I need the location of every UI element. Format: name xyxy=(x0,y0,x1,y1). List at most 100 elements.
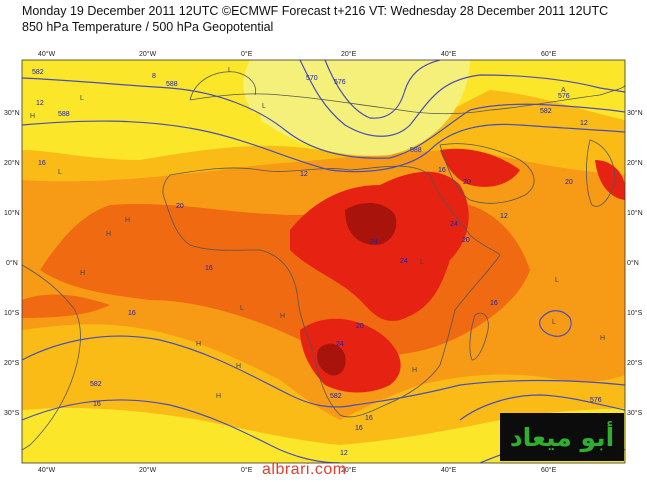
centre-marker-h-f: H xyxy=(216,393,221,400)
lat-label-left-10s: 10°S xyxy=(4,309,20,317)
centre-marker-h-b: H xyxy=(125,217,130,224)
geopotential-contour-588 xyxy=(22,120,625,173)
temp-label-12: 12 xyxy=(36,100,44,107)
contour-label-576-c: 576 xyxy=(590,397,602,404)
geopotential-contour-588-south xyxy=(22,335,625,408)
temp-band-8-12-atlantic xyxy=(22,93,262,134)
centre-marker-h-g: H xyxy=(280,313,285,320)
lat-label-right-10n: 10°N xyxy=(627,209,643,217)
centre-marker-l-d: L xyxy=(240,305,244,312)
lat-label-left-20n: 20°N xyxy=(4,159,20,167)
coast-europe xyxy=(189,84,625,115)
centre-marker-l-h: L xyxy=(420,259,424,266)
watermark-link[interactable]: albrari.com xyxy=(262,461,347,478)
temp-band-24-28-east-africa xyxy=(290,171,469,321)
lat-label-left-30n: 30°N xyxy=(4,109,20,117)
temp-band-gt28-south xyxy=(317,343,346,376)
temp-label-12-b: 12 xyxy=(300,171,308,178)
centre-marker-l-b: L xyxy=(228,67,232,74)
temp-label-24-d: 24 xyxy=(336,341,344,348)
centre-marker-h-d: H xyxy=(80,270,85,277)
forecast-subtitle: 850 hPa Temperature / 500 hPa Geopotenti… xyxy=(22,20,274,34)
contour-label-570: 570 xyxy=(306,75,318,82)
temp-band-gt28-core xyxy=(345,203,397,245)
temp-label-16-d: 16 xyxy=(128,310,136,317)
contour-label-588: 588 xyxy=(58,111,70,118)
temp-label-24: 24 xyxy=(370,239,378,246)
temp-label-24-c: 24 xyxy=(400,258,408,265)
temp-label-16: 16 xyxy=(38,160,46,167)
centre-marker-h-j: H xyxy=(600,335,605,342)
temp-label-16-c: 16 xyxy=(205,265,213,272)
contour-label-576: 576 xyxy=(334,79,346,86)
centre-marker-l-c: L xyxy=(58,169,62,176)
geopotential-contour-570 xyxy=(324,60,441,119)
temp-label-16-e: 16 xyxy=(490,300,498,307)
temp-label-16-g: 16 xyxy=(355,425,363,432)
geopotential-contour-588-closed xyxy=(539,310,572,337)
centre-marker-l-e: L xyxy=(262,103,266,110)
lat-label-left-0n: 0°N xyxy=(6,259,18,267)
lon-label-bottom-20e: 20°E xyxy=(341,466,357,474)
lon-label-top-60e: 60°E xyxy=(541,50,557,58)
temp-label-16-h: 16 xyxy=(365,415,373,422)
temp-band-24-28-arabia xyxy=(440,148,520,187)
forecast-title: Monday 19 December 2011 12UTC ©ECMWF For… xyxy=(22,4,609,18)
centre-marker-l: L xyxy=(80,95,84,102)
centre-marker-h-c: H xyxy=(106,231,111,238)
contour-label-588-c: 588 xyxy=(410,147,422,154)
lat-label-left-10n: 10°N xyxy=(4,209,20,217)
coast-iberia xyxy=(189,71,257,101)
lon-label-top-20e: 20°E xyxy=(341,50,357,58)
map-frame xyxy=(21,59,626,464)
temp-label-20-b: 20 xyxy=(462,237,470,244)
temp-band-8-12-south xyxy=(22,408,625,463)
contour-label-582-c: 582 xyxy=(90,381,102,388)
geopotential-contour-582 xyxy=(22,77,625,159)
temp-band-24-28-south-africa xyxy=(300,318,401,393)
temp-band-lt8-north xyxy=(243,60,470,156)
temp-label-12-c: 12 xyxy=(500,213,508,220)
temp-label-12-d: 12 xyxy=(340,450,348,457)
contour-label-588-b: 588 xyxy=(166,81,178,88)
temp-label-20-d: 20 xyxy=(356,323,364,330)
lat-label-right-20s: 20°S xyxy=(627,359,643,367)
temp-label-20-e: 20 xyxy=(565,179,573,186)
centre-marker-h: H xyxy=(30,113,35,120)
lon-label-top-20w: 20°W xyxy=(139,50,157,58)
contour-label-576-b: 576 xyxy=(558,93,570,100)
lat-label-right-30n: 30°N xyxy=(627,109,643,117)
temp-label-24-b: 24 xyxy=(450,221,458,228)
temp-label-8: 8 xyxy=(152,73,156,80)
contour-label-582-d: 582 xyxy=(330,393,342,400)
lat-label-right-30s: 30°S xyxy=(627,409,643,417)
lat-label-right-10s: 10°S xyxy=(627,309,643,317)
lat-label-left-30s: 30°S xyxy=(4,409,20,417)
coast-africa xyxy=(162,165,501,418)
lat-label-right-0n: 0°N xyxy=(627,259,639,267)
centre-marker-h-i: H xyxy=(412,367,417,374)
lon-label-bottom-0e: 0°E xyxy=(241,466,253,474)
lat-label-right-20n: 20°N xyxy=(627,159,643,167)
geopotential-contour-582-indian xyxy=(459,394,625,421)
coast-arabia xyxy=(439,143,535,204)
lon-label-top-40e: 40°E xyxy=(441,50,457,58)
lon-label-top-0e: 0°E xyxy=(241,50,253,58)
temp-label-12-e: 12 xyxy=(580,120,588,127)
coast-south-america xyxy=(22,264,81,451)
lon-label-bottom-60e: 60°E xyxy=(541,466,557,474)
centre-marker-a: A xyxy=(561,87,566,94)
site-logo: أبو ميعاد xyxy=(500,413,624,461)
temp-label-20: 20 xyxy=(176,203,184,210)
contour-label-582: 582 xyxy=(32,69,44,76)
coast-madagascar xyxy=(469,312,489,361)
longitude-axis: 40°W 20°W 0°E 20°E 40°E 60°E 40°W 20°W 0… xyxy=(38,50,557,474)
temp-band-24-28-india xyxy=(595,160,625,200)
lon-label-bottom-40w: 40°W xyxy=(38,466,56,474)
temp-label-16-b: 16 xyxy=(438,167,446,174)
coast-india xyxy=(586,139,616,207)
temp-label-20-c: 20 xyxy=(463,179,471,186)
latitude-axis: 30°N 20°N 10°N 0°N 10°S 20°S 30°S 30°N 2… xyxy=(4,109,643,417)
geopotential-contour-576 xyxy=(299,60,625,137)
